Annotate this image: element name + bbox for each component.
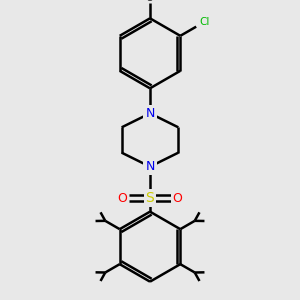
Text: O: O: [172, 192, 182, 205]
Text: N: N: [145, 107, 155, 120]
Text: S: S: [146, 191, 154, 205]
Text: N: N: [145, 160, 155, 173]
Text: O: O: [118, 192, 128, 205]
Text: Cl: Cl: [200, 17, 210, 27]
